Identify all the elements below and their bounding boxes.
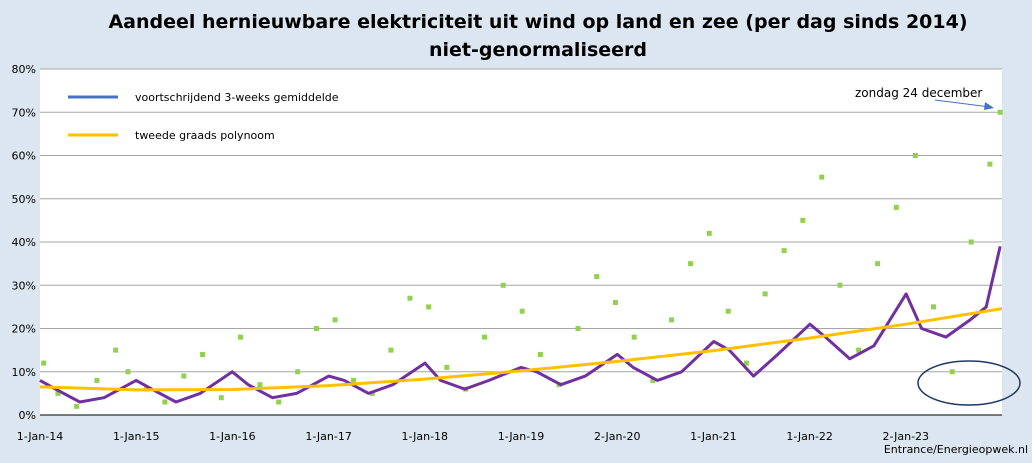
scatter-point	[482, 334, 488, 340]
scatter-point	[500, 282, 506, 288]
x-tick-label: 1-Jan-18	[402, 430, 449, 443]
scatter-point	[819, 174, 825, 180]
scatter-point	[444, 364, 450, 370]
scatter-point	[332, 317, 338, 323]
scatter-point	[74, 403, 80, 409]
gridlines	[40, 68, 1002, 373]
x-tick-label: 1-Jan-22	[786, 430, 833, 443]
scatter-point	[426, 304, 432, 310]
chart-title: Aandeel hernieuwbare elektriciteit uit w…	[108, 11, 967, 33]
y-tick-label: 50%	[12, 193, 36, 206]
scatter-point	[875, 261, 881, 267]
legend-label-moving-average: voortschrijdend 3-weeks gemiddelde	[135, 91, 339, 104]
y-axis-ticks: 0% 10% 20% 30% 40% 50% 60% 70% 80%	[12, 63, 36, 422]
scatter-point	[125, 369, 131, 375]
scatter-point	[41, 360, 47, 366]
annotation-label: zondag 24 december	[855, 86, 982, 100]
scatter-point	[893, 204, 899, 210]
y-tick-label: 60%	[12, 150, 36, 163]
x-tick-label: 1-Jan-17	[305, 430, 352, 443]
x-tick-label: 1-Jan-15	[113, 430, 160, 443]
scatter-point	[276, 399, 282, 405]
scatter-point	[200, 351, 206, 357]
scatter-point	[949, 369, 955, 375]
scatter-point	[856, 347, 862, 353]
annotation-arrow	[934, 99, 991, 108]
scatter-point	[94, 377, 100, 383]
scatter-point	[631, 334, 637, 340]
x-axis-ticks: 1-Jan-14 1-Jan-15 1-Jan-16 1-Jan-17 1-Jan-18…	[17, 430, 929, 443]
scatter-point	[912, 153, 918, 158]
scatter-point	[997, 109, 1003, 115]
x-tick-label: 1-Jan-16	[209, 430, 256, 443]
x-tick-label: 1-Jan-19	[498, 430, 545, 443]
legend-label-polynomial: tweede graads polynoom	[135, 129, 275, 142]
x-tick-label: 1-Jan-21	[690, 430, 737, 443]
scatter-point	[762, 291, 768, 297]
scatter-series	[41, 109, 1003, 409]
y-tick-label: 20%	[12, 323, 36, 336]
scatter-point	[725, 308, 731, 314]
series-line	[39, 307, 1003, 392]
scatter-point	[388, 347, 394, 353]
scatter-point	[837, 282, 843, 288]
scatter-point	[968, 239, 974, 245]
scatter-point	[238, 334, 244, 340]
scatter-point	[575, 326, 581, 331]
scatter-point	[295, 369, 301, 375]
scatter-point	[519, 308, 525, 314]
scatter-point	[55, 390, 61, 396]
y-tick-label: 0%	[19, 409, 36, 422]
scatter-point	[257, 382, 263, 388]
scatter-point	[113, 347, 119, 353]
y-tick-label: 70%	[12, 106, 36, 119]
scatter-point	[218, 395, 224, 401]
scatter-point	[781, 248, 787, 254]
scatter-point	[612, 300, 618, 306]
scatter-point	[800, 217, 806, 223]
scatter-point	[351, 377, 357, 383]
highlight-ellipse	[917, 360, 1021, 406]
scatter-point	[313, 326, 319, 331]
scatter-point	[706, 230, 712, 236]
x-tick-label: 2-Jan-20	[594, 430, 641, 443]
x-tick-label: 2-Jan-23	[883, 430, 930, 443]
x-tick-label: 1-Jan-14	[17, 430, 64, 443]
scatter-point	[162, 399, 168, 405]
scatter-point	[650, 377, 656, 383]
scatter-point	[669, 317, 675, 323]
scatter-point	[688, 261, 694, 267]
legend: voortschrijdend 3-weeks gemiddelde tweed…	[68, 91, 339, 142]
scatter-point	[537, 351, 543, 357]
y-tick-label: 30%	[12, 279, 36, 292]
scatter-point	[930, 304, 936, 310]
scatter-point	[407, 295, 413, 301]
y-tick-label: 10%	[12, 366, 36, 379]
annotation-arrowhead	[984, 102, 994, 110]
scatter-point	[181, 373, 187, 379]
scatter-point	[594, 274, 600, 280]
credit-text: Entrance/Energieopwek.nl	[884, 443, 1028, 456]
scatter-point	[743, 360, 749, 366]
y-tick-label: 80%	[12, 63, 36, 76]
scatter-point	[987, 161, 993, 167]
chart-subtitle: niet-genormaliseerd	[429, 39, 647, 61]
y-tick-label: 40%	[12, 236, 36, 249]
line-series	[39, 245, 1003, 404]
